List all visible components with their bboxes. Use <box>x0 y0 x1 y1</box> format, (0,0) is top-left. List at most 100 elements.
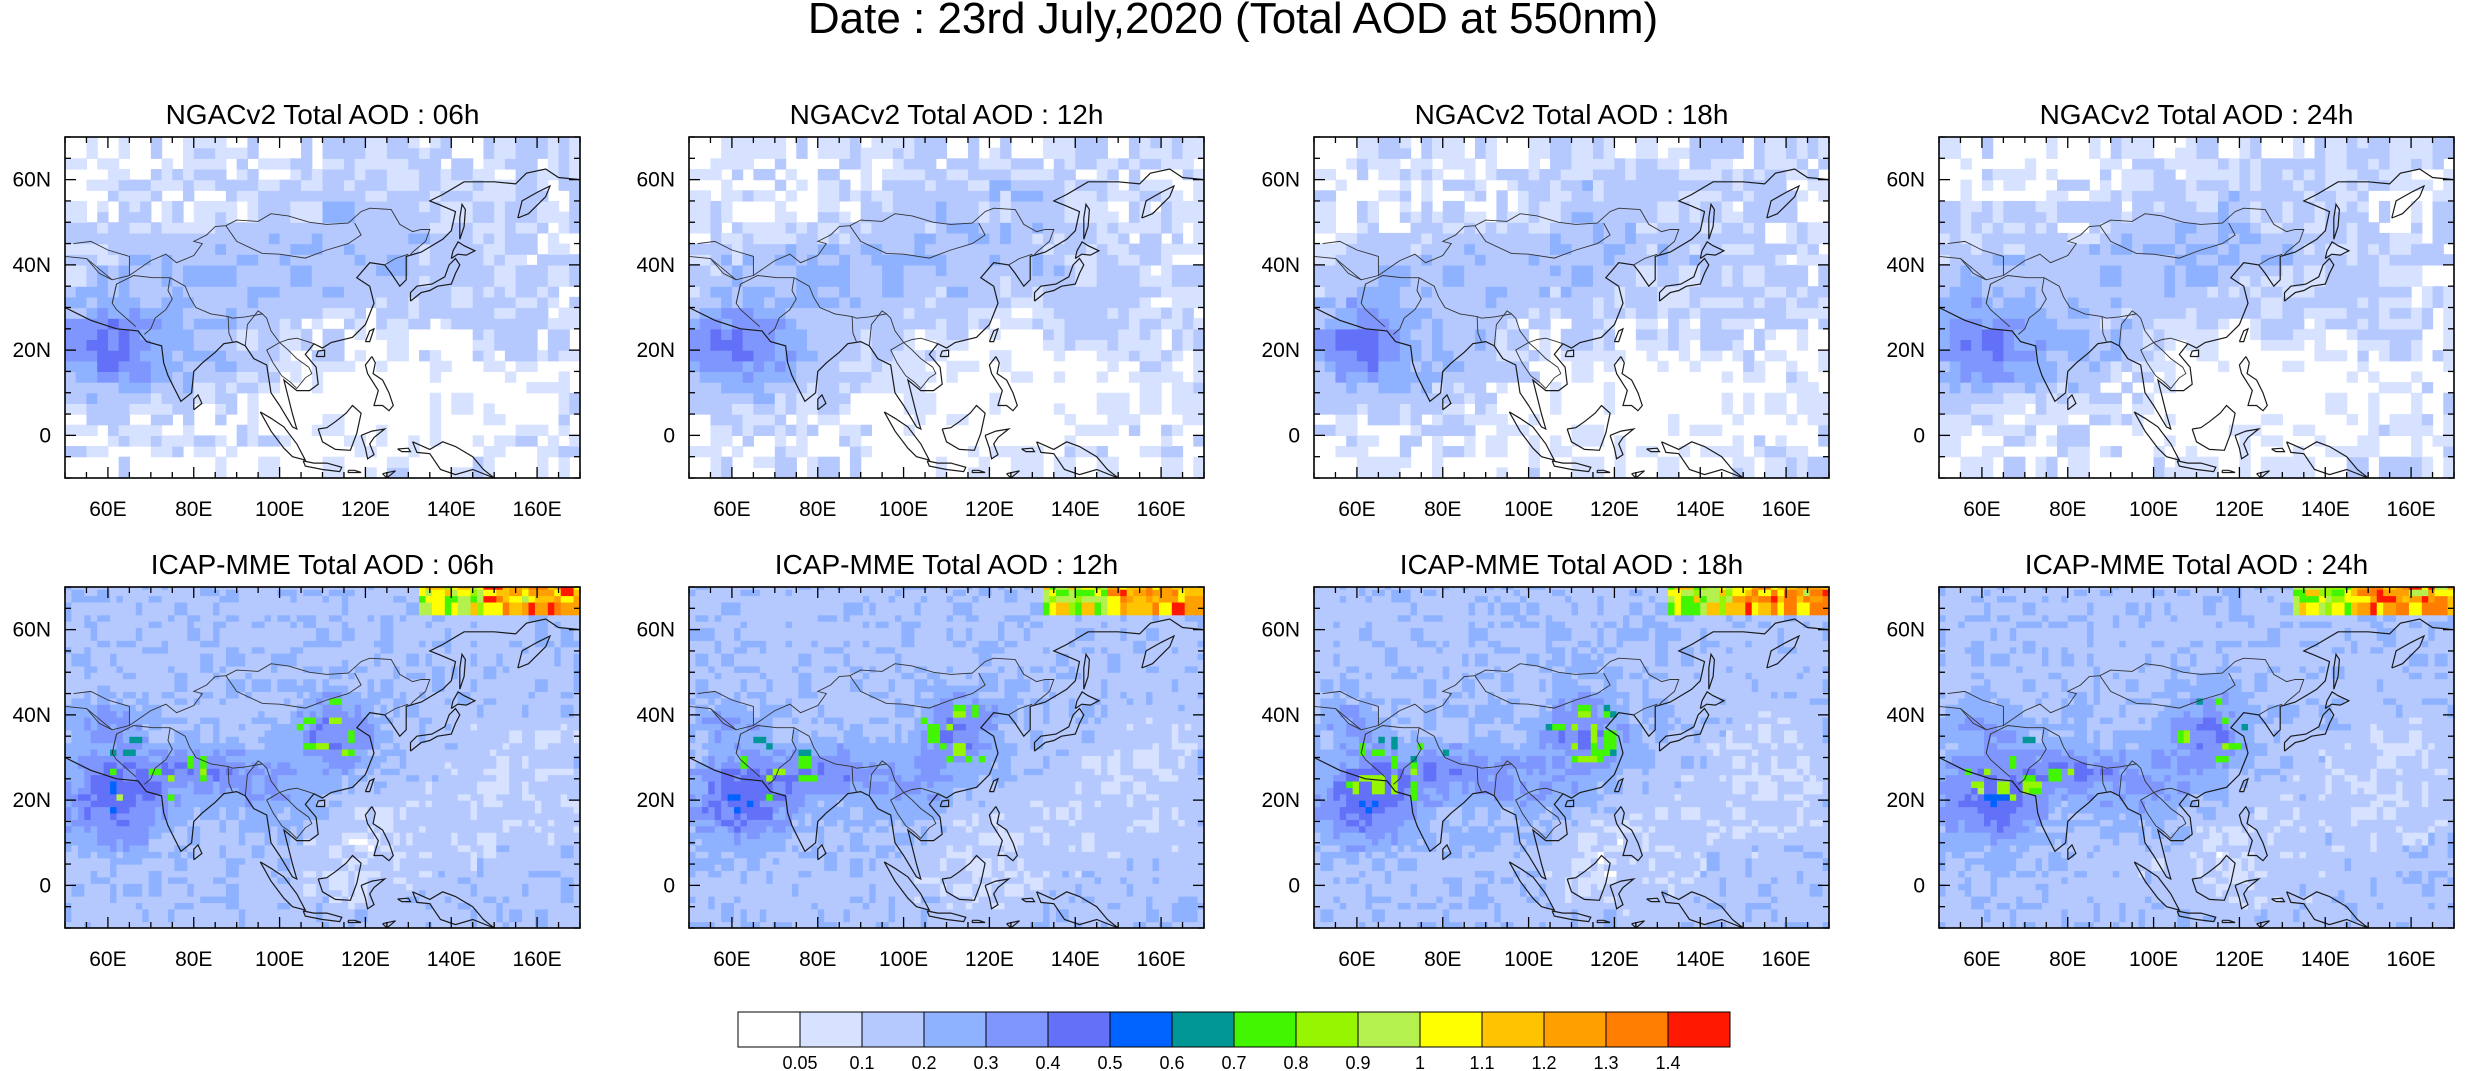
lat-tick-label: 40N <box>12 254 51 277</box>
country-borders <box>1939 207 2305 390</box>
lon-tick-label: 120E <box>1590 498 1639 521</box>
lon-tick-label: 160E <box>2387 498 2436 521</box>
aod-field <box>1939 137 2454 478</box>
lat-tick-label: 20N <box>636 339 675 362</box>
lat-tick-label: 20N <box>1886 339 1925 362</box>
panel-title: ICAP-MME Total AOD : 06h <box>151 549 494 580</box>
lat-tick-label: 20N <box>12 339 51 362</box>
coastlines <box>689 168 1204 478</box>
lon-tick-label: 80E <box>1424 498 1461 521</box>
panel-grid: NGACv2 Total AOD : 06h 60E 80E 100E 120E 140E… <box>12 99 2455 971</box>
lon-tick-label: 60E <box>1338 948 1375 971</box>
panel-title: NGACv2 Total AOD : 24h <box>2040 99 2354 130</box>
axis-ticks <box>1313 586 1830 929</box>
colorbar-label: 1.3 <box>1593 1053 1618 1071</box>
lat-tick-label: 40N <box>1886 254 1925 277</box>
panel-title: ICAP-MME Total AOD : 12h <box>775 549 1118 580</box>
aod-field <box>65 587 580 928</box>
lat-tick-label: 60N <box>12 619 51 642</box>
colorbar-swatch <box>1233 1011 1297 1048</box>
country-borders <box>65 657 431 840</box>
lon-tick-label: 60E <box>89 948 126 971</box>
colorbar-label: 0.6 <box>1159 1053 1184 1071</box>
panel-title: NGACv2 Total AOD : 06h <box>166 99 480 130</box>
colorbar-swatch <box>737 1011 801 1048</box>
colorbar-swatch <box>1419 1011 1483 1048</box>
country-borders <box>1314 207 1680 390</box>
axis-ticks <box>1938 136 2455 479</box>
colorbar-swatch <box>1171 1011 1235 1048</box>
aod-field <box>689 137 1204 478</box>
axis-ticks <box>688 136 1205 479</box>
lon-tick-label: 140E <box>1676 948 1725 971</box>
colorbar-swatch <box>1357 1011 1421 1048</box>
lon-tick-label: 140E <box>1676 498 1725 521</box>
lon-tick-label: 140E <box>1051 498 1100 521</box>
lat-tick-label: 0 <box>1288 424 1300 447</box>
lon-tick-label: 80E <box>1424 948 1461 971</box>
figure-title: Date : 23rd July,2020 (Total AOD at 550n… <box>808 0 1658 43</box>
colorbar-swatch <box>1109 1011 1173 1048</box>
lon-tick-label: 100E <box>1504 948 1553 971</box>
panel-title: ICAP-MME Total AOD : 24h <box>2025 549 2368 580</box>
colorbar-swatch <box>1295 1011 1359 1048</box>
lon-tick-label: 160E <box>1762 948 1811 971</box>
country-borders <box>1314 657 1680 840</box>
colorbar-label: 1.4 <box>1655 1053 1680 1071</box>
lon-tick-label: 100E <box>879 948 928 971</box>
lat-tick-label: 0 <box>663 874 675 897</box>
axis-ticks <box>1938 586 2455 929</box>
lat-tick-label: 0 <box>663 424 675 447</box>
coastlines <box>1939 618 2454 928</box>
map-panel: ICAP-MME Total AOD : 18h 60E 80E 100E 120E 14… <box>1261 549 1830 971</box>
map-panel: ICAP-MME Total AOD : 06h 60E 80E 100E 120E 14… <box>12 549 581 971</box>
coastlines <box>1314 168 1829 478</box>
lon-tick-label: 100E <box>255 948 304 971</box>
aod-field <box>689 587 1204 928</box>
lat-tick-label: 40N <box>1261 254 1300 277</box>
lat-tick-label: 0 <box>1913 424 1925 447</box>
lon-tick-label: 120E <box>1590 948 1639 971</box>
lat-tick-label: 0 <box>39 424 51 447</box>
country-borders <box>689 657 1055 840</box>
axis-ticks <box>64 136 581 479</box>
lat-tick-label: 40N <box>636 254 675 277</box>
lat-tick-label: 40N <box>1886 704 1925 727</box>
map-panel: NGACv2 Total AOD : 06h 60E 80E 100E 120E 140E… <box>12 99 581 521</box>
lat-tick-label: 60N <box>1261 169 1300 192</box>
panel-title: NGACv2 Total AOD : 12h <box>790 99 1104 130</box>
lat-tick-label: 20N <box>12 789 51 812</box>
lat-tick-label: 0 <box>1288 874 1300 897</box>
colorbar-label: 1 <box>1415 1053 1425 1071</box>
lon-tick-label: 160E <box>513 948 562 971</box>
lon-tick-label: 100E <box>2129 948 2178 971</box>
lon-tick-label: 120E <box>965 948 1014 971</box>
lat-tick-label: 60N <box>1886 169 1925 192</box>
lon-tick-label: 160E <box>513 498 562 521</box>
lon-tick-label: 140E <box>1051 948 1100 971</box>
colorbar-label: 0.8 <box>1283 1053 1308 1071</box>
map-panel: NGACv2 Total AOD : 18h 60E 80E 100E 120E 140E… <box>1261 99 1830 521</box>
panel-title: NGACv2 Total AOD : 18h <box>1415 99 1729 130</box>
axis-ticks <box>688 586 1205 929</box>
lon-tick-label: 80E <box>799 948 836 971</box>
colorbar-swatch <box>861 1011 925 1048</box>
map-panel: ICAP-MME Total AOD : 24h 60E 80E 100E 120E 14… <box>1886 549 2455 971</box>
lat-tick-label: 60N <box>636 169 675 192</box>
country-borders <box>1939 657 2305 840</box>
panel-title: ICAP-MME Total AOD : 18h <box>1400 549 1743 580</box>
lon-tick-label: 60E <box>1338 498 1375 521</box>
lat-tick-label: 20N <box>1886 789 1925 812</box>
colorbar: 0.05 0.1 0.2 0.3 0.4 0.5 0.6 0.7 0.8 0.9 1 1.1 1.2 1.… <box>737 1011 1731 1071</box>
lon-tick-label: 120E <box>2215 498 2264 521</box>
lon-tick-label: 60E <box>89 498 126 521</box>
colorbar-swatch <box>1605 1011 1669 1048</box>
lon-tick-label: 80E <box>2049 948 2086 971</box>
colorbar-label: 0.1 <box>849 1053 874 1071</box>
colorbar-label: 0.05 <box>782 1053 817 1071</box>
aod-field <box>1314 587 1829 928</box>
colorbar-swatch <box>1047 1011 1111 1048</box>
lat-tick-label: 60N <box>1886 619 1925 642</box>
lon-tick-label: 60E <box>1963 498 2000 521</box>
coastlines <box>689 618 1204 928</box>
